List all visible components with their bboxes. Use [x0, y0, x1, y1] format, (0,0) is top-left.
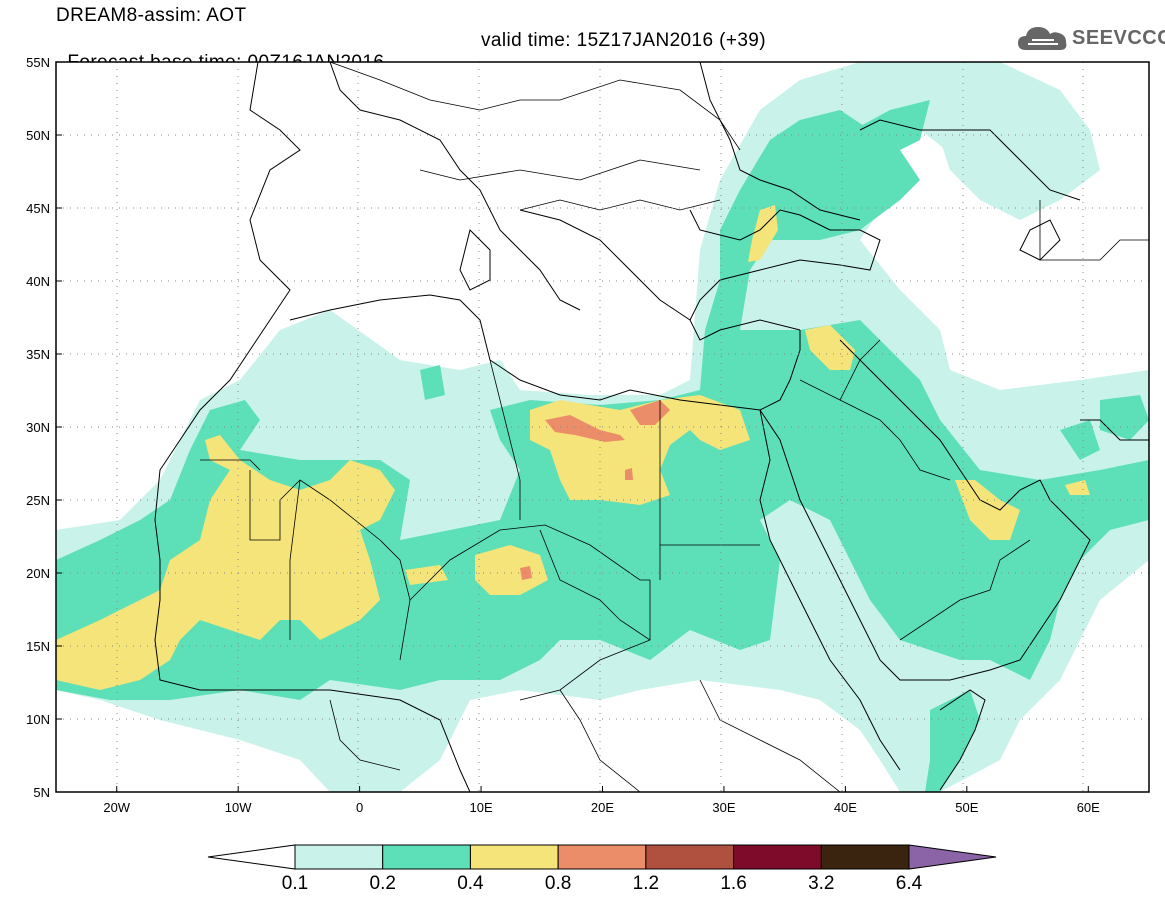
lon-tick-label: 20E — [591, 800, 614, 815]
legend-label: 0.4 — [457, 873, 484, 894]
legend-label: 0.8 — [545, 873, 571, 894]
lon-tick-label: 10W — [225, 800, 252, 815]
plot-area — [56, 62, 1149, 792]
lat-tick-label: 15N — [26, 639, 50, 654]
legend-label: 0.2 — [370, 873, 396, 894]
lon-tick-label: 50E — [955, 800, 978, 815]
legend-color-box — [557, 844, 647, 870]
lat-tick-label: 30N — [26, 420, 50, 435]
lon-tick-label: 30E — [712, 800, 735, 815]
lat-tick-label: 10N — [26, 712, 50, 727]
lat-tick-label: 45N — [26, 201, 50, 216]
legend-color-box — [820, 844, 910, 870]
lon-tick-label: 20W — [103, 800, 130, 815]
legend-color-box — [294, 844, 384, 870]
lon-tick-label: 40E — [834, 800, 857, 815]
longitude-axis: 20W 10W 0 10E 20E 30E 40E 50E 60E — [103, 786, 1100, 815]
legend-label: 6.4 — [896, 873, 923, 894]
legend-under-arrow — [207, 844, 296, 870]
lon-tick-label: 10E — [469, 800, 492, 815]
cloud-icon — [1018, 27, 1067, 50]
lon-tick-label: 60E — [1077, 800, 1100, 815]
lon-tick-label: 0 — [356, 800, 363, 815]
lat-tick-label: 5N — [33, 785, 50, 800]
coastlines — [154, 62, 1149, 792]
legend-label: 1.6 — [720, 873, 746, 894]
latitude-axis: 5N 10N 15N 20N 25N 30N 35N 40N 45N 50N 55N — [26, 55, 62, 800]
legend-color-box — [469, 844, 559, 870]
seevccc-logo: SEEVCCC — [1016, 22, 1165, 56]
lat-tick-label: 20N — [26, 566, 50, 581]
legend-label: 3.2 — [808, 873, 834, 894]
color-legend: 0.1 0.2 0.4 0.8 1.2 1.6 3.2 6.4 — [207, 844, 997, 894]
legend-label: 0.1 — [282, 873, 308, 894]
valid-time: valid time: 15Z17JAN2016 (+39) — [481, 30, 767, 51]
lat-tick-label: 55N — [26, 55, 50, 70]
lat-tick-label: 50N — [26, 128, 50, 143]
lat-tick-label: 40N — [26, 274, 50, 289]
lat-lon-grid — [56, 62, 1149, 792]
map-title: DREAM8-assim: AOT — [56, 5, 247, 26]
legend-color-box — [645, 844, 735, 870]
legend-over-arrow — [908, 844, 997, 870]
country-borders — [200, 62, 1149, 792]
legend-label: 1.2 — [633, 873, 659, 894]
lat-tick-label: 25N — [26, 493, 50, 508]
lat-tick-label: 35N — [26, 347, 50, 362]
legend-color-box — [733, 844, 822, 870]
logo-text: SEEVCCC — [1072, 27, 1165, 49]
legend-color-box — [382, 844, 471, 870]
